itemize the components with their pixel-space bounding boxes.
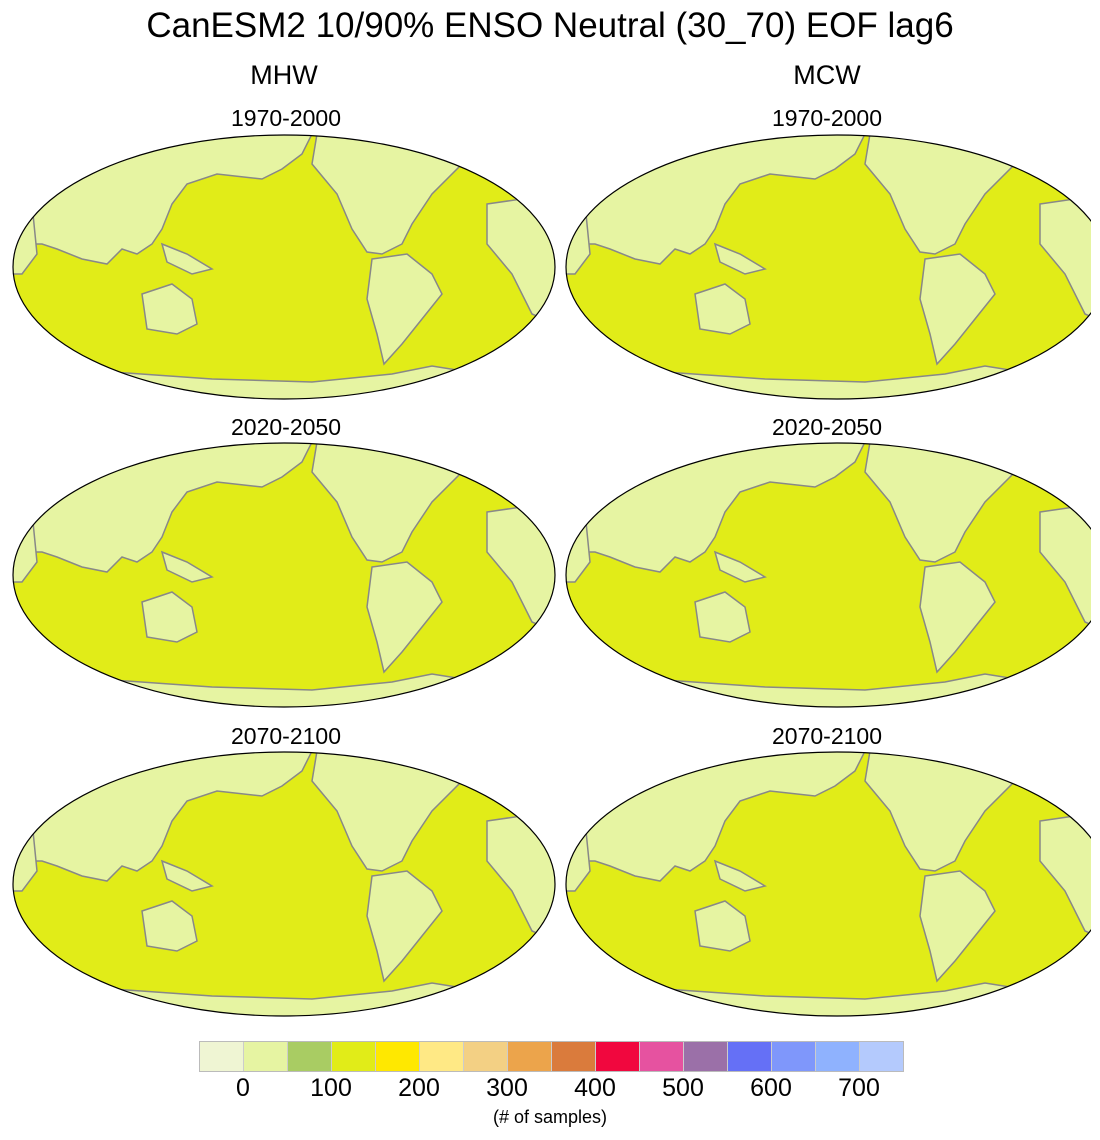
- colorbar-swatch: [420, 1042, 464, 1071]
- colorbar-swatch: [288, 1042, 332, 1071]
- colorbar-swatch: [772, 1042, 816, 1071]
- map-mhw-2020-2050: [12, 442, 558, 710]
- panel-title: 2020-2050: [772, 414, 882, 440]
- colorbar: [199, 1041, 904, 1072]
- colorbar-swatch: [376, 1042, 420, 1071]
- colorbar-swatch: [332, 1042, 376, 1071]
- colorbar-swatch: [200, 1042, 244, 1071]
- colorbar-swatch: [728, 1042, 772, 1071]
- panel-title: 2070-2100: [231, 723, 341, 749]
- colorbar-tick-label: 600: [750, 1074, 792, 1102]
- figure-title: CanESM2 10/90% ENSO Neutral (30_70) EOF …: [146, 6, 954, 45]
- map-mcw-1970-2000: [545, 134, 1091, 402]
- colorbar-swatch: [464, 1042, 508, 1071]
- colorbar-swatch: [640, 1042, 684, 1071]
- panel-title: 2070-2100: [772, 723, 882, 749]
- colorbar-tick-label: 200: [398, 1074, 440, 1102]
- colorbar-label: (# of samples): [492, 1107, 608, 1127]
- map-mhw-2070-2100: [12, 751, 558, 1019]
- map-mhw-1970-2000: [12, 134, 558, 402]
- colorbar-swatch: [816, 1042, 860, 1071]
- map-mcw-2020-2050: [545, 442, 1091, 710]
- colorbar-swatch: [860, 1042, 903, 1071]
- panel-title: 1970-2000: [772, 105, 882, 131]
- colorbar-tick-label: 400: [574, 1074, 616, 1102]
- colorbar-swatch: [244, 1042, 288, 1071]
- colorbar-tick-label: 700: [838, 1074, 880, 1102]
- column-label-mcw: MCW: [793, 60, 861, 90]
- map-mcw-2070-2100: [545, 751, 1091, 1019]
- colorbar-swatch: [596, 1042, 640, 1071]
- colorbar-tick-label: 500: [662, 1074, 704, 1102]
- panel-title: 1970-2000: [231, 105, 341, 131]
- colorbar-tick-label: 100: [310, 1074, 352, 1102]
- colorbar-swatch: [552, 1042, 596, 1071]
- colorbar-swatch: [508, 1042, 552, 1071]
- panel-title: 2020-2050: [231, 414, 341, 440]
- colorbar-swatch: [684, 1042, 728, 1071]
- column-label-mhw: MHW: [250, 60, 318, 90]
- colorbar-tick-label: 0: [236, 1074, 250, 1102]
- colorbar-tick-label: 300: [486, 1074, 528, 1102]
